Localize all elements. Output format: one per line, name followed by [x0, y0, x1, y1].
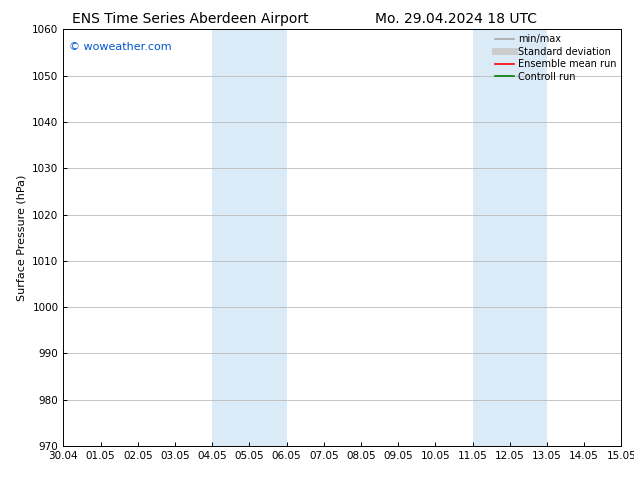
Bar	[472, 29, 547, 446]
Legend: min/max, Standard deviation, Ensemble mean run, Controll run: min/max, Standard deviation, Ensemble me…	[493, 32, 618, 83]
Text: Mo. 29.04.2024 18 UTC: Mo. 29.04.2024 18 UTC	[375, 12, 538, 26]
Y-axis label: Surface Pressure (hPa): Surface Pressure (hPa)	[16, 174, 27, 301]
Text: © woweather.com: © woweather.com	[69, 42, 172, 52]
Text: ENS Time Series Aberdeen Airport: ENS Time Series Aberdeen Airport	[72, 12, 309, 26]
Bar	[212, 29, 287, 446]
